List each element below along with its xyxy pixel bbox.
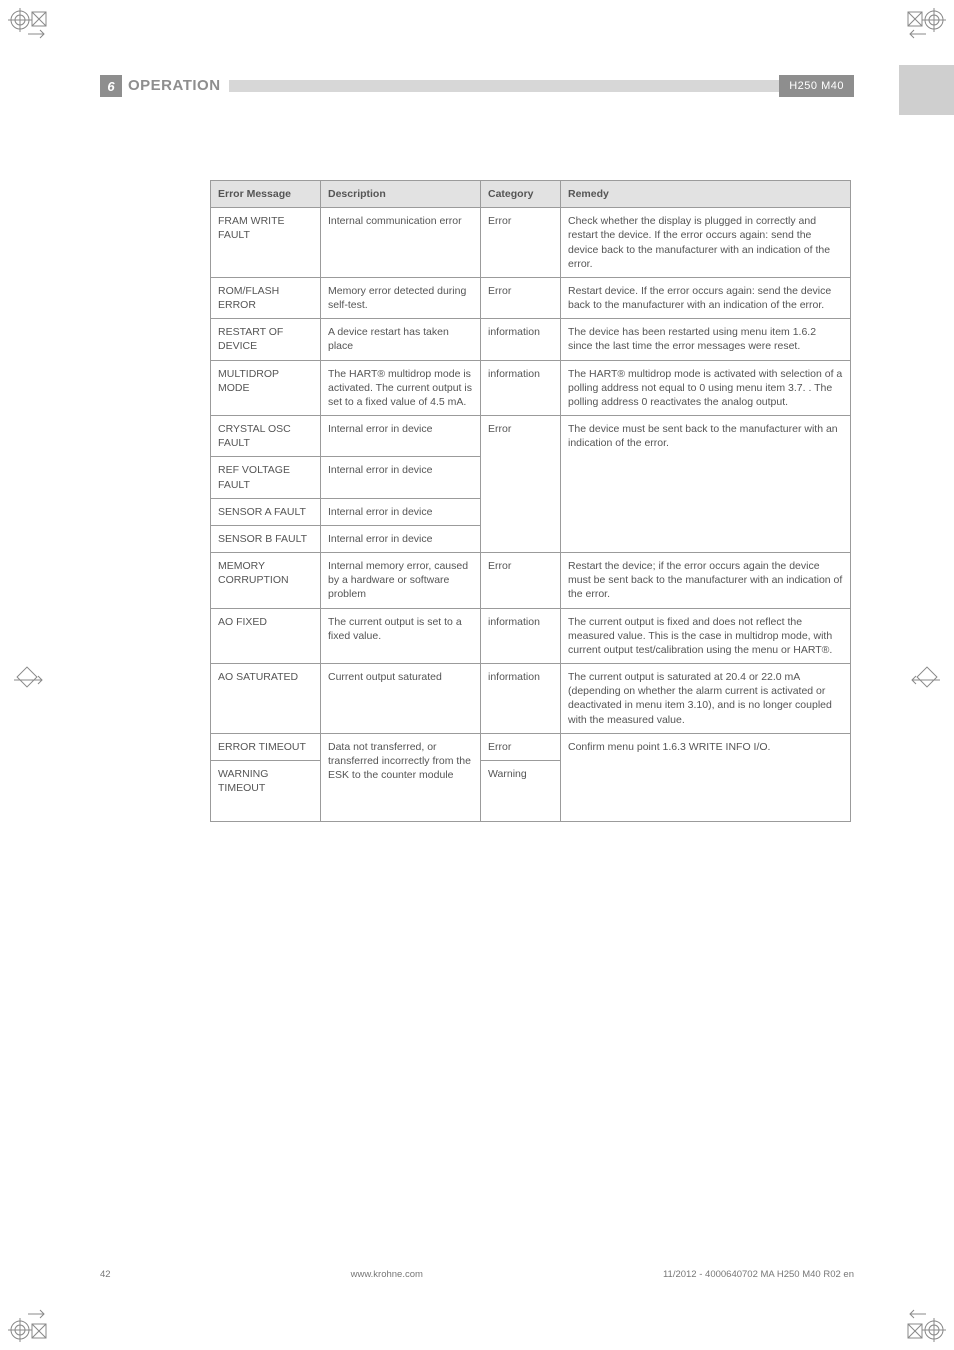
cell-msg: AO SATURATED [211,664,321,734]
cell-msg: MULTIDROP MODE [211,360,321,416]
page: 6 OPERATION H250 M40 Error Message Descr… [0,0,954,1350]
cell-rem: The device must be sent back to the manu… [561,416,851,553]
table-row: RESTART OF DEVICE A device restart has t… [211,319,851,360]
cell-cat: Error [481,208,561,278]
cell-msg: REF VOLTAGE FAULT [211,457,321,498]
print-mark-tl [8,8,48,48]
cell-desc: Memory error detected during self-test. [321,277,481,318]
print-mark-mr [906,660,946,700]
cell-rem: Restart device. If the error occurs agai… [561,277,851,318]
cell-msg: CRYSTAL OSC FAULT [211,416,321,457]
print-mark-bl [8,1302,48,1342]
cell-cat: information [481,664,561,734]
cell-desc: Internal error in device [321,416,481,457]
cell-rem: Restart the device; if the error occurs … [561,553,851,609]
cell-msg: AO FIXED [211,608,321,664]
cell-desc: Internal communication error [321,208,481,278]
cell-msg: SENSOR B FAULT [211,525,321,552]
cell-msg: RESTART OF DEVICE [211,319,321,360]
cell-rem: Check whether the display is plugged in … [561,208,851,278]
cell-msg: MEMORY CORRUPTION [211,553,321,609]
footer: 42 www.krohne.com 11/2012 - 4000640702 M… [100,1269,854,1280]
cell-desc: The current output is set to a fixed val… [321,608,481,664]
cell-desc: The HART® multidrop mode is activated. T… [321,360,481,416]
print-mark-tr [906,8,946,48]
cell-msg: SENSOR A FAULT [211,498,321,525]
table-row: FRAM WRITE FAULT Internal communication … [211,208,851,278]
cell-msg: ROM/FLASH ERROR [211,277,321,318]
section-title: OPERATION [128,75,221,97]
cell-desc: Internal error in device [321,498,481,525]
cell-cat: Error [481,553,561,609]
table-row: ERROR TIMEOUT Data not transferred, or t… [211,733,851,760]
table-row: ROM/FLASH ERROR Memory error detected du… [211,277,851,318]
col-remedy: Remedy [561,181,851,208]
cell-cat: Error [481,733,561,760]
col-description: Description [321,181,481,208]
cell-msg: ERROR TIMEOUT [211,733,321,760]
cell-rem: The current output is fixed and does not… [561,608,851,664]
header-bar: 6 OPERATION H250 M40 [100,75,854,97]
table-row: CRYSTAL OSC FAULT Internal error in devi… [211,416,851,457]
cell-msg: FRAM WRITE FAULT [211,208,321,278]
cell-cat: information [481,319,561,360]
cell-cat: Error [481,277,561,318]
table-header-row: Error Message Description Category Remed… [211,181,851,208]
col-category: Category [481,181,561,208]
footer-site: www.krohne.com [351,1269,423,1280]
cell-rem: The current output is saturated at 20.4 … [561,664,851,734]
header-model: H250 M40 [779,75,854,97]
cell-desc: Internal error in device [321,525,481,552]
print-mark-ml [8,660,48,700]
footer-page: 42 [100,1269,111,1280]
col-error-message: Error Message [211,181,321,208]
header-left: 6 OPERATION [100,75,221,97]
table-row: AO FIXED The current output is set to a … [211,608,851,664]
cell-rem: The device has been restarted using menu… [561,319,851,360]
cell-desc: Internal error in device [321,457,481,498]
section-number: 6 [100,75,122,97]
cell-cat: information [481,360,561,416]
cell-cat: Error [481,416,561,553]
table-row: AO SATURATED Current output saturated in… [211,664,851,734]
page-edge-tab [899,65,954,115]
cell-rem: Confirm menu point 1.6.3 WRITE INFO I/O. [561,733,851,821]
cell-desc: Current output saturated [321,664,481,734]
cell-msg: WARNING TIMEOUT [211,760,321,821]
table-row: MULTIDROP MODE The HART® multidrop mode … [211,360,851,416]
cell-cat: information [481,608,561,664]
print-mark-br [906,1302,946,1342]
table-row: MEMORY CORRUPTION Internal memory error,… [211,553,851,609]
cell-desc: Data not transferred, or transferred inc… [321,733,481,821]
cell-desc: A device restart has taken place [321,319,481,360]
cell-cat: Warning [481,760,561,821]
error-table: Error Message Description Category Remed… [210,180,850,822]
header-stripe [229,80,780,92]
cell-rem: The HART® multidrop mode is activated wi… [561,360,851,416]
cell-desc: Internal memory error, caused by a hardw… [321,553,481,609]
footer-docref: 11/2012 - 4000640702 MA H250 M40 R02 en [663,1269,854,1280]
